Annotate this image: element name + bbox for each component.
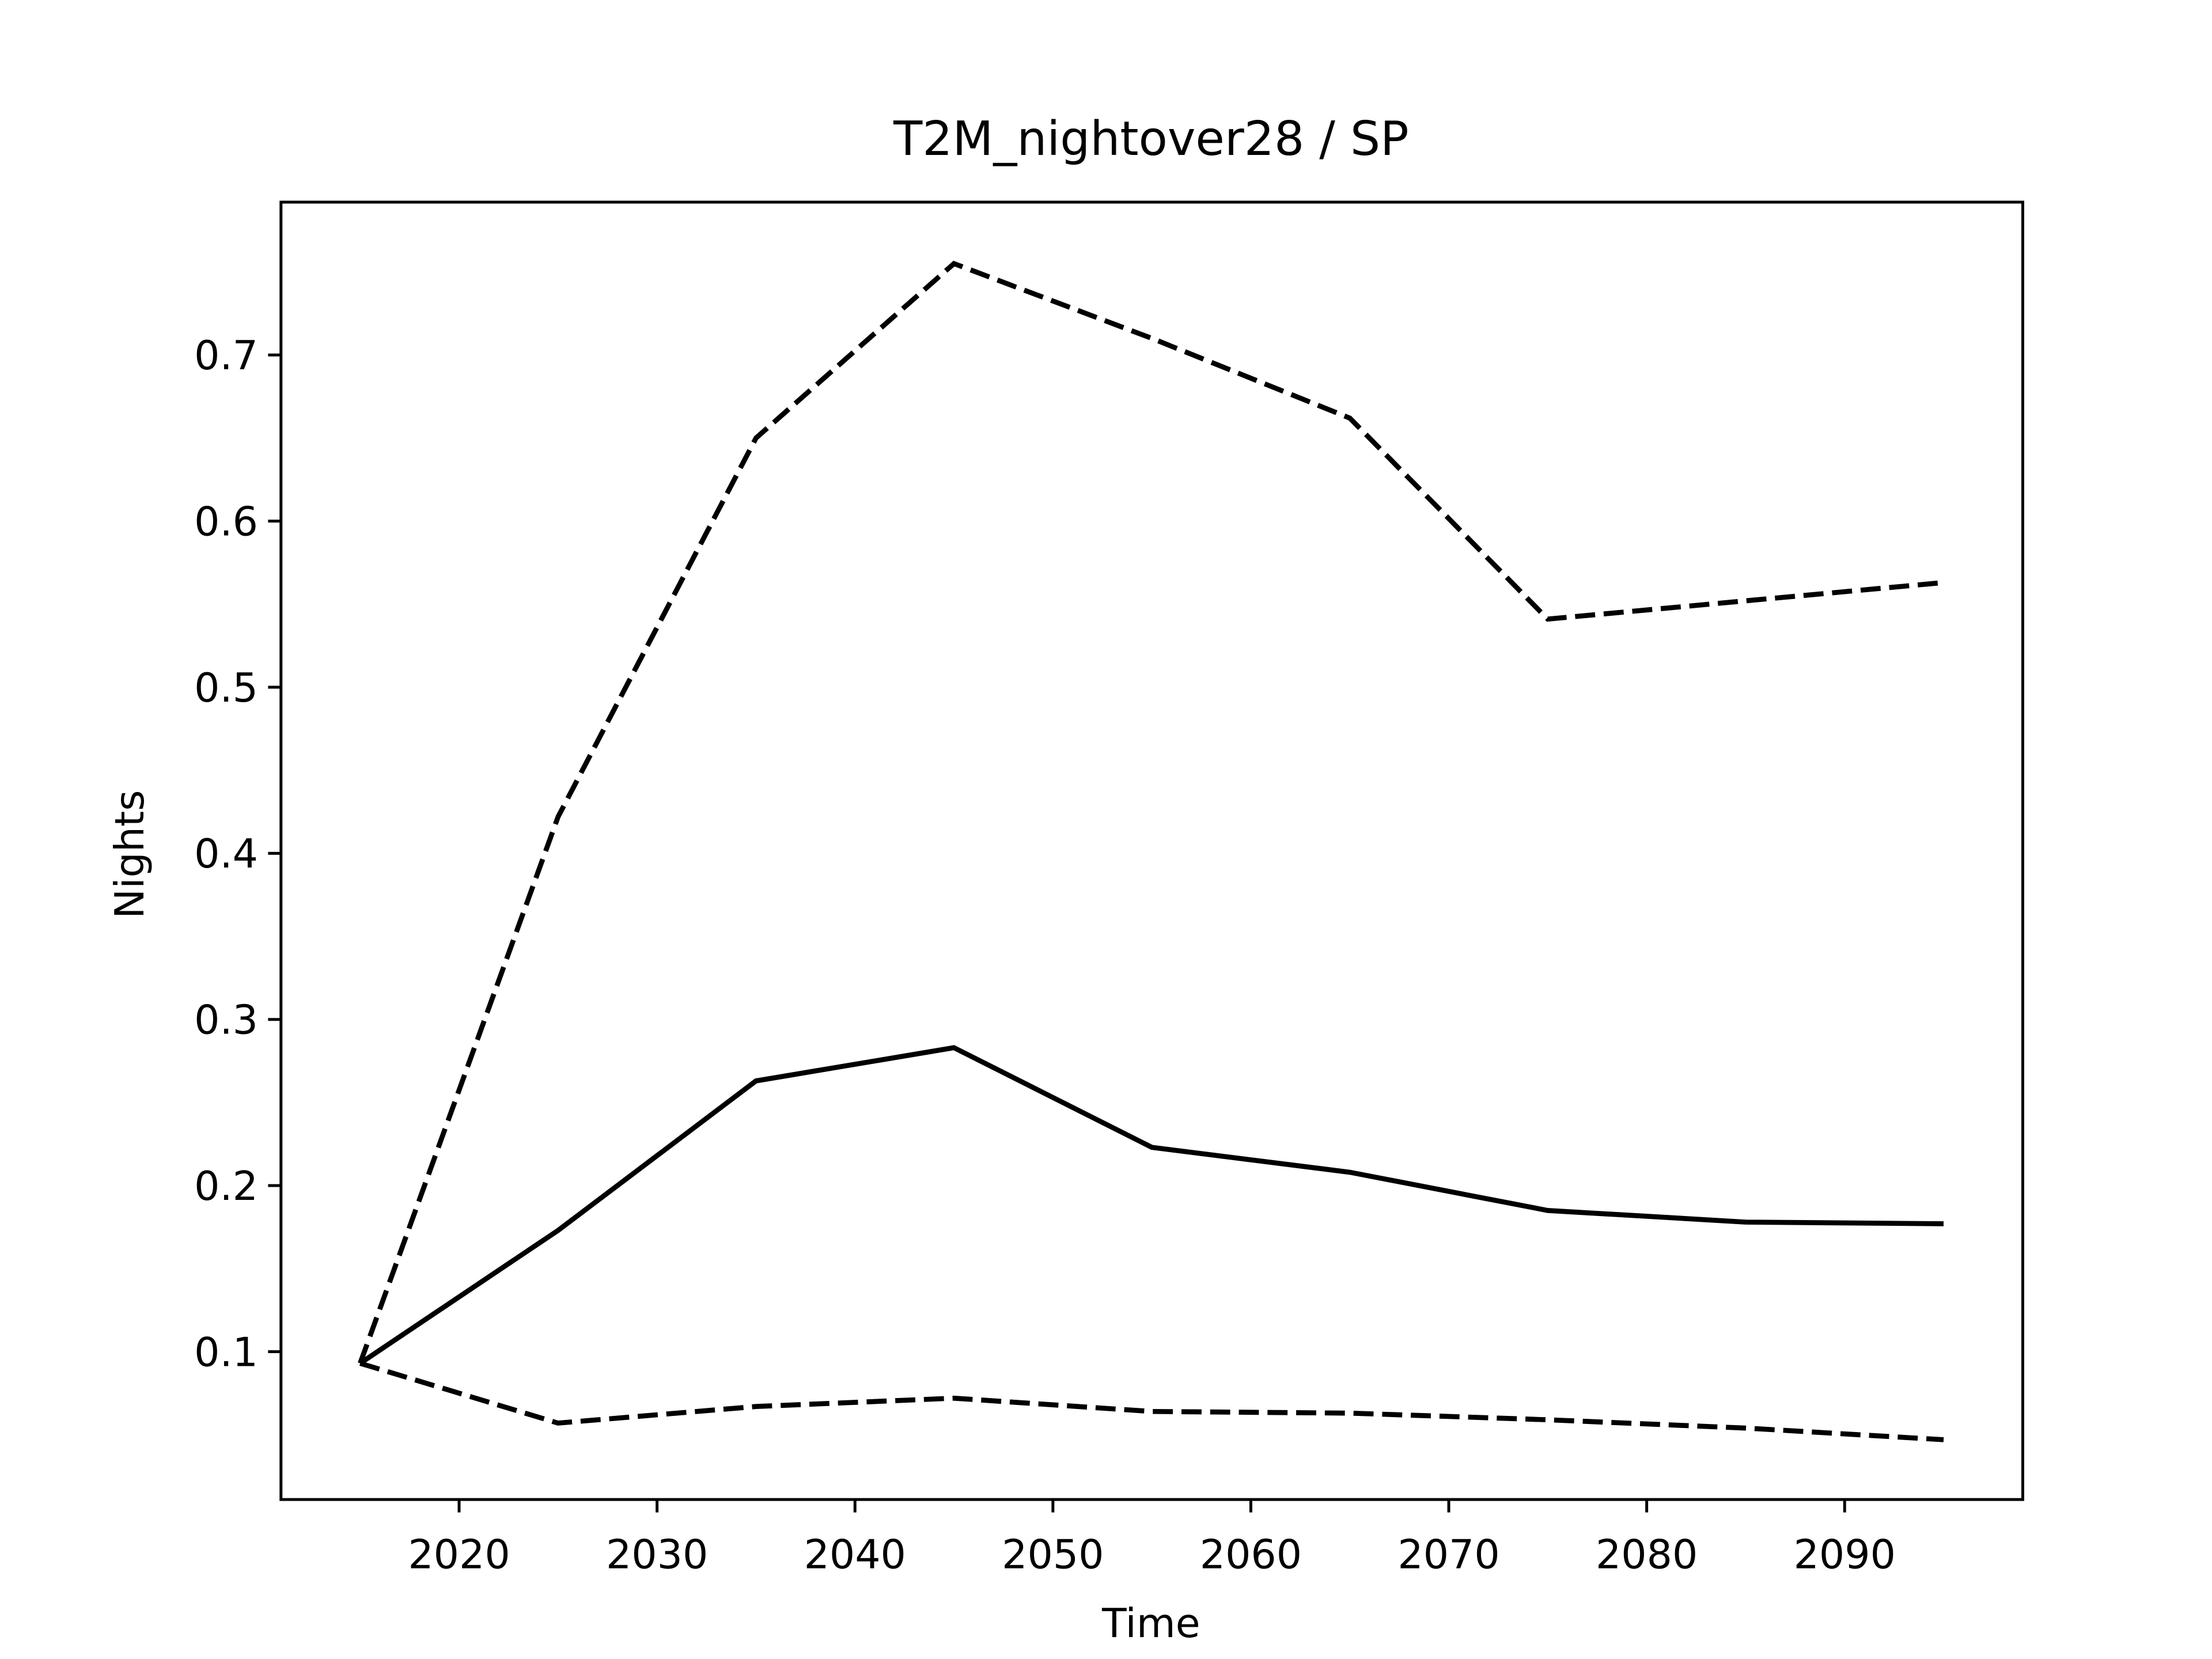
series-line [359,1361,1944,1442]
y-axis-label: Nights [107,790,153,918]
series-line [358,1045,1944,1366]
x-tick-label: 2030 [606,1532,708,1578]
x-tick-label: 2070 [1397,1532,1499,1578]
x-tick-label: 2060 [1200,1532,1302,1578]
x-tick-label: 2080 [1596,1532,1698,1578]
x-tick-label: 2040 [804,1532,906,1578]
chart-title: T2M_nightover28 / SP [893,112,1409,166]
y-tick-label: 0.3 [194,997,258,1044]
plot-frame [279,200,2024,1501]
series-line [358,260,1944,1365]
y-tick-label: 0.2 [194,1163,258,1210]
y-tick-label: 0.1 [194,1329,258,1376]
x-tick-label: 2050 [1002,1532,1104,1578]
y-tick-label: 0.7 [194,332,258,379]
x-tick-label: 2090 [1794,1532,1896,1578]
y-tick-label: 0.6 [194,498,258,545]
y-tick-label: 0.5 [194,665,258,711]
x-axis-label: Time [1101,1600,1200,1647]
x-tick-label: 2020 [408,1532,510,1578]
y-tick-label: 0.4 [194,831,258,877]
